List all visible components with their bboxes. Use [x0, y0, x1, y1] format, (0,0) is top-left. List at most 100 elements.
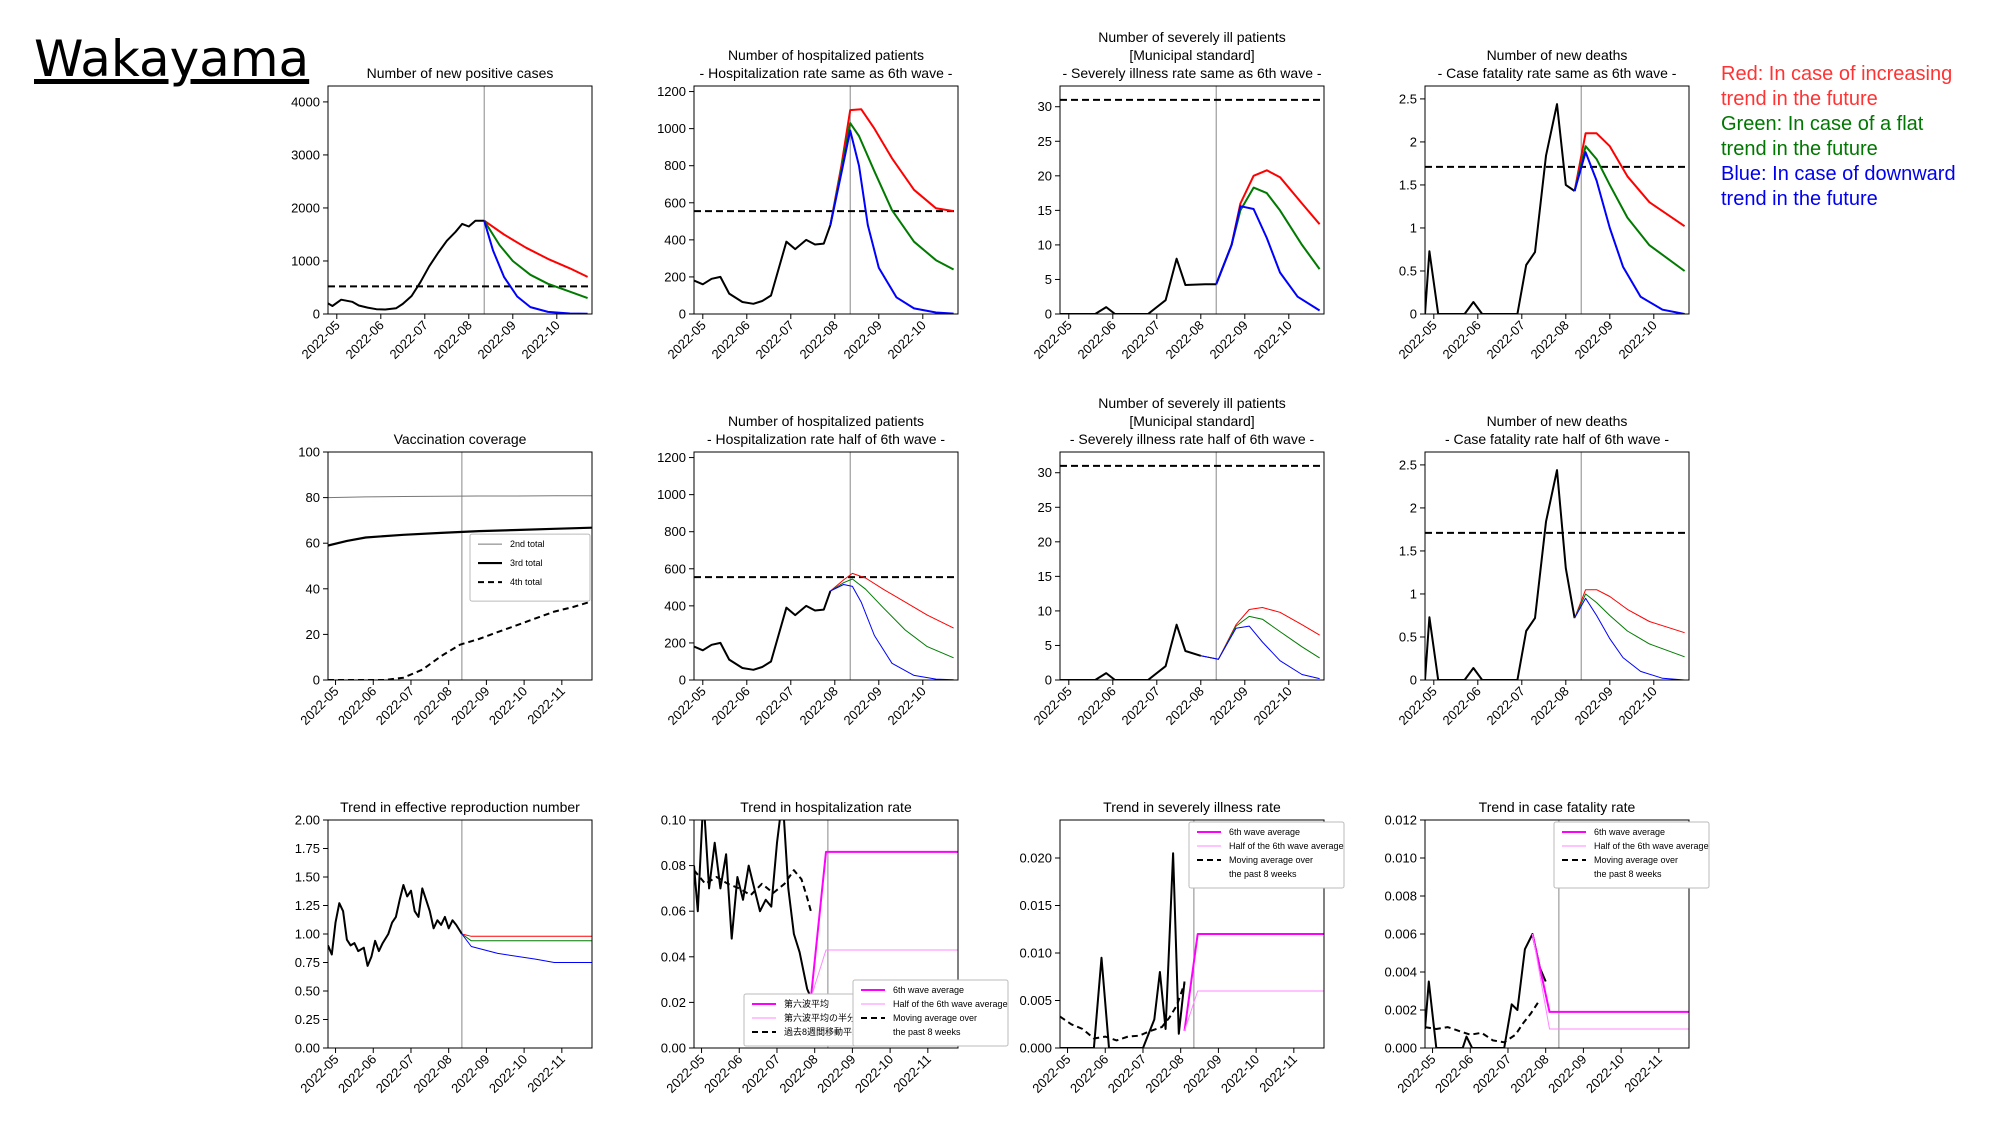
- x-tick-label: 2022-06: [335, 684, 379, 728]
- legend-box: [1553, 821, 1710, 889]
- legend-label: the past 8 weeks: [893, 1027, 961, 1037]
- legend-label: 6th wave average: [1594, 827, 1665, 837]
- x-tick-label: 2022-10: [852, 1052, 896, 1096]
- legend-box: [852, 979, 1009, 1047]
- chart-title: Number of hospitalized patients: [728, 47, 924, 63]
- x-tick-label: 2022-09: [841, 318, 885, 362]
- y-tick-label: 30: [1038, 465, 1052, 480]
- x-tick-label: 2022-09: [1572, 684, 1616, 728]
- plot-frame: [1059, 451, 1325, 681]
- y-tick-label: 0: [313, 307, 320, 322]
- x-tick-label: 2022-05: [663, 1052, 707, 1096]
- chart-severe-rate: Trend in severely illness rate 0.000 0.005…: [1019, 799, 1345, 1096]
- x-tick-label: 2022-11: [524, 1052, 568, 1096]
- legend-label: 第六波平均: [784, 998, 829, 1009]
- y-tick-label: 0.010: [1384, 851, 1417, 866]
- y-tick-label: 15: [1038, 203, 1052, 218]
- y-tick-label: 1000: [657, 121, 686, 136]
- y-tick-label: 0.08: [661, 858, 686, 873]
- chart-title: Trend in effective reproduction number: [340, 799, 580, 815]
- x-tick-label: 2022-06: [709, 684, 753, 728]
- legend-label: 4th total: [510, 577, 542, 587]
- series-line-red: [483, 219, 589, 278]
- chart-hosp-half: Number of hospitalized patients - Hospita…: [657, 413, 959, 728]
- x-tick-label: 2022-07: [753, 318, 797, 362]
- series-line-green: [829, 122, 955, 271]
- chart-title: [Municipal standard]: [1129, 47, 1254, 63]
- series-line-red: [1573, 132, 1686, 228]
- plot-area: [1060, 820, 1324, 1048]
- chart-hosp-same: Number of hospitalized patients - Hospita…: [657, 47, 959, 362]
- page-title: Wakayama: [34, 30, 310, 88]
- chart-title: [Municipal standard]: [1129, 413, 1254, 429]
- plot-area: [328, 820, 592, 1048]
- y-tick-label: 2000: [291, 200, 320, 215]
- series-line-black: [694, 224, 832, 305]
- chart-title: - Hospitalization rate half of 6th wave …: [707, 431, 945, 447]
- legend-label: Half of the 6th wave average: [893, 999, 1008, 1009]
- y-tick-label: 800: [664, 524, 686, 539]
- series-line-black: [328, 526, 592, 547]
- y-tick-label: 0.015: [1019, 898, 1052, 913]
- x-tick-label: 2022-07: [373, 1052, 417, 1096]
- x-tick-label: 2022-08: [797, 684, 841, 728]
- y-tick-label: 10: [1038, 603, 1052, 618]
- x-tick-label: 2022-06: [709, 318, 753, 362]
- plot-frame: [1424, 819, 1690, 1049]
- scenario-legend-red: Red: In case of increasing trend in the …: [1721, 63, 1953, 110]
- x-tick-label: 2022-11: [1621, 1052, 1665, 1096]
- series-line-blue: [829, 129, 954, 314]
- x-tick-label: 2022-10: [1218, 1052, 1262, 1096]
- x-tick-label: 2022-09: [448, 1052, 492, 1096]
- y-tick-label: 0.10: [661, 813, 686, 828]
- x-tick-label: 2022-06: [1075, 318, 1119, 362]
- x-tick-label: 2022-06: [335, 1052, 379, 1096]
- y-tick-label: 0.00: [295, 1041, 320, 1056]
- series-line-black: [1060, 983, 1186, 1042]
- chart-title: Number of severely ill patients: [1098, 29, 1286, 45]
- y-tick-label: 800: [664, 158, 686, 173]
- plot-frame: [693, 85, 959, 315]
- series-line-blue: [1573, 151, 1685, 314]
- x-tick-label: 2022-09: [1180, 1052, 1224, 1096]
- scenario-legend: Red: In case of increasing trend in the …: [1721, 62, 1956, 212]
- series-line-green: [1574, 593, 1685, 658]
- y-tick-label: 200: [664, 269, 686, 284]
- x-tick-label: 2022-09: [1207, 318, 1251, 362]
- x-tick-label: 2022-05: [1396, 318, 1440, 362]
- y-tick-label: 25: [1038, 134, 1052, 149]
- series-line-blue: [830, 584, 954, 680]
- plot-frame: [327, 451, 593, 681]
- series-line-magenta: [1183, 933, 1324, 1032]
- x-tick-label: 2022-06: [1440, 684, 1484, 728]
- chart-title: Number of new positive cases: [367, 65, 554, 81]
- y-tick-label: 0.004: [1384, 965, 1417, 980]
- series-line-red: [830, 572, 954, 629]
- plot-frame: [1059, 819, 1325, 1049]
- y-tick-label: 0.006: [1384, 927, 1417, 942]
- x-tick-label: 2022-07: [1484, 684, 1528, 728]
- series-line-green: [1573, 145, 1686, 272]
- x-tick-label: 2022-10: [885, 318, 929, 362]
- y-tick-label: 20: [1038, 168, 1052, 183]
- x-tick-label: 2022-05: [299, 318, 343, 362]
- x-tick-label: 2022-10: [1583, 1052, 1627, 1096]
- series-line-black: [1425, 933, 1547, 1048]
- y-tick-label: 0.005: [1019, 993, 1052, 1008]
- chart-hosp-rate: Trend in hospitalization rate 0.00 0.02 0.0…: [661, 799, 1009, 1096]
- y-tick-label: 1: [1410, 586, 1417, 601]
- y-tick-label: 0.5: [1399, 263, 1417, 278]
- y-tick-label: 1.25: [295, 898, 320, 913]
- legend-label: 6th wave average: [1229, 827, 1300, 837]
- plot-area: [1060, 452, 1324, 680]
- y-tick-label: 0.06: [661, 904, 686, 919]
- series-line-green: [830, 578, 954, 659]
- legend-label: Half of the 6th wave average: [1229, 841, 1344, 851]
- plot-area: [694, 820, 958, 1048]
- y-tick-label: 5: [1045, 638, 1052, 653]
- y-tick-label: 20: [306, 627, 320, 642]
- series-line-black: [1060, 852, 1186, 1048]
- y-tick-label: 1.5: [1399, 543, 1417, 558]
- legend-label: 第六波平均の半分: [784, 1012, 856, 1023]
